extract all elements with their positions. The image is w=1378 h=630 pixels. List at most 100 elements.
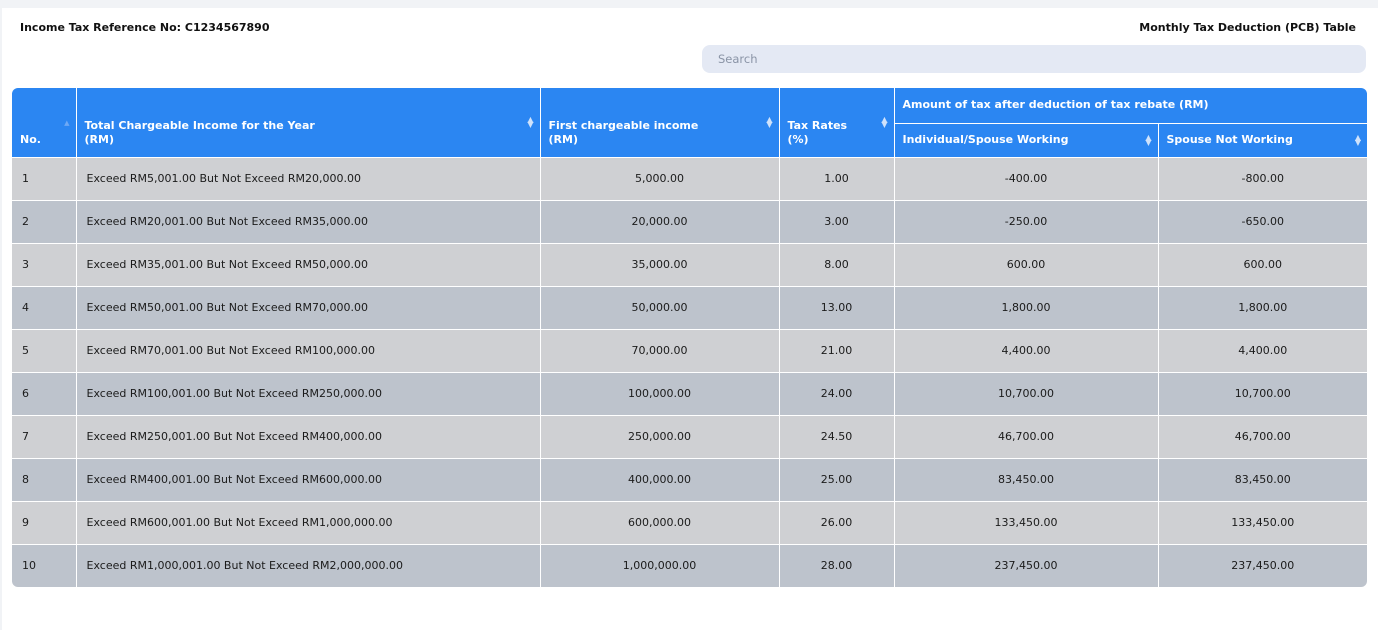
column-header-total-income[interactable]: Total Chargeable Income for the Year (RM… [76, 88, 541, 158]
cell-first: 5,000.00 [540, 157, 780, 201]
sort-arrows-icon: ▲ ▼ [881, 115, 888, 130]
sort-arrows-icon: ▲ ▼ [1354, 133, 1361, 147]
table-row: 8 Exceed RM400,001.00 But Not Exceed RM60… [12, 458, 1367, 502]
cell-rate: 25.00 [779, 458, 895, 502]
page-header: Income Tax Reference No: C1234567890 Mon… [20, 21, 1356, 34]
cell-income: Exceed RM5,001.00 But Not Exceed RM20,00… [76, 157, 541, 201]
cell-first: 20,000.00 [540, 200, 780, 244]
search-input[interactable] [702, 45, 1366, 73]
cell-no: 7 [12, 415, 77, 459]
cell-rate: 24.50 [779, 415, 895, 459]
column-header-total-income-line2: (RM) [84, 132, 114, 146]
table-row: 6 Exceed RM100,001.00 But Not Exceed RM25… [12, 372, 1367, 416]
column-header-first-income-line2: (RM) [548, 132, 578, 146]
cell-income: Exceed RM50,001.00 But Not Exceed RM70,0… [76, 286, 541, 330]
cell-individual: -400.00 [894, 157, 1159, 201]
cell-spouse: -650.00 [1158, 200, 1367, 244]
tax-reference-number: Income Tax Reference No: C1234567890 [20, 21, 270, 34]
column-header-tax-rates[interactable]: Tax Rates (%) ▲ ▼ [779, 88, 895, 158]
column-header-tax-rates-line1: Tax Rates [787, 118, 848, 132]
cell-rate: 26.00 [779, 501, 895, 545]
cell-individual: 46,700.00 [894, 415, 1159, 459]
cell-rate: 13.00 [779, 286, 895, 330]
cell-individual: 600.00 [894, 243, 1159, 287]
cell-rate: 1.00 [779, 157, 895, 201]
cell-no: 5 [12, 329, 77, 373]
column-group-label: Amount of tax after deduction of tax reb… [902, 98, 1209, 112]
cell-individual: 133,450.00 [894, 501, 1159, 545]
cell-rate: 24.00 [779, 372, 895, 416]
column-header-spouse[interactable]: Spouse Not Working ▲ ▼ [1158, 123, 1367, 158]
sort-arrows-icon: ▲ ▼ [1145, 133, 1152, 147]
column-header-individual-label: Individual/Spouse Working [902, 133, 1069, 146]
cell-first: 100,000.00 [540, 372, 780, 416]
cell-spouse: 600.00 [1158, 243, 1367, 287]
column-header-tax-rates-line2: (%) [787, 132, 809, 146]
cell-first: 600,000.00 [540, 501, 780, 545]
cell-rate: 21.00 [779, 329, 895, 373]
cell-no: 6 [12, 372, 77, 416]
sort-ascending-icon: ▲ [64, 119, 70, 127]
cell-individual: 237,450.00 [894, 544, 1159, 587]
pcb-tax-table: No. ▲ Total Chargeable Income for the Ye… [12, 88, 1367, 587]
table-body: 1 Exceed RM5,001.00 But Not Exceed RM20,0… [12, 157, 1367, 587]
cell-spouse: 237,450.00 [1158, 544, 1367, 587]
column-header-total-income-line1: Total Chargeable Income for the Year [84, 118, 315, 132]
table-row: 2 Exceed RM20,001.00 But Not Exceed RM35,… [12, 200, 1367, 244]
cell-income: Exceed RM35,001.00 But Not Exceed RM50,0… [76, 243, 541, 287]
cell-individual: 10,700.00 [894, 372, 1159, 416]
cell-no: 1 [12, 157, 77, 201]
table-row: 10 Exceed RM1,000,001.00 But Not Exceed R… [12, 544, 1367, 587]
cell-spouse: 1,800.00 [1158, 286, 1367, 330]
cell-first: 400,000.00 [540, 458, 780, 502]
table-row: 4 Exceed RM50,001.00 But Not Exceed RM70,… [12, 286, 1367, 330]
column-group-tax-after-rebate: Amount of tax after deduction of tax reb… [894, 88, 1367, 124]
cell-individual: 4,400.00 [894, 329, 1159, 373]
cell-first: 1,000,000.00 [540, 544, 780, 587]
cell-individual: -250.00 [894, 200, 1159, 244]
cell-rate: 3.00 [779, 200, 895, 244]
cell-no: 3 [12, 243, 77, 287]
cell-income: Exceed RM20,001.00 But Not Exceed RM35,0… [76, 200, 541, 244]
cell-first: 250,000.00 [540, 415, 780, 459]
table-title: Monthly Tax Deduction (PCB) Table [1139, 21, 1356, 34]
cell-spouse: 83,450.00 [1158, 458, 1367, 502]
cell-first: 35,000.00 [540, 243, 780, 287]
table-header: No. ▲ Total Chargeable Income for the Ye… [12, 88, 1367, 158]
cell-income: Exceed RM400,001.00 But Not Exceed RM600… [76, 458, 541, 502]
sort-arrows-icon: ▲ ▼ [766, 115, 773, 130]
column-header-first-income[interactable]: First chargeable income (RM) ▲ ▼ [540, 88, 780, 158]
cell-income: Exceed RM600,001.00 But Not Exceed RM1,0… [76, 501, 541, 545]
cell-first: 50,000.00 [540, 286, 780, 330]
cell-income: Exceed RM250,001.00 But Not Exceed RM400… [76, 415, 541, 459]
table-row: 9 Exceed RM600,001.00 But Not Exceed RM1,… [12, 501, 1367, 545]
cell-no: 2 [12, 200, 77, 244]
column-header-no-label: No. [20, 132, 41, 146]
cell-spouse: -800.00 [1158, 157, 1367, 201]
cell-spouse: 10,700.00 [1158, 372, 1367, 416]
cell-individual: 1,800.00 [894, 286, 1159, 330]
column-header-individual[interactable]: Individual/Spouse Working ▲ ▼ [894, 123, 1159, 158]
cell-no: 4 [12, 286, 77, 330]
cell-income: Exceed RM100,001.00 But Not Exceed RM250… [76, 372, 541, 416]
column-header-first-income-line1: First chargeable income [548, 118, 699, 132]
table-row: 1 Exceed RM5,001.00 But Not Exceed RM20,0… [12, 157, 1367, 201]
sort-arrows-icon: ▲ ▼ [527, 115, 534, 130]
table-row: 7 Exceed RM250,001.00 But Not Exceed RM40… [12, 415, 1367, 459]
table-row: 5 Exceed RM70,001.00 But Not Exceed RM100… [12, 329, 1367, 373]
cell-individual: 83,450.00 [894, 458, 1159, 502]
cell-no: 9 [12, 501, 77, 545]
cell-no: 10 [12, 544, 77, 587]
cell-spouse: 133,450.00 [1158, 501, 1367, 545]
cell-spouse: 4,400.00 [1158, 329, 1367, 373]
column-header-no[interactable]: No. ▲ [12, 88, 77, 158]
cell-first: 70,000.00 [540, 329, 780, 373]
cell-no: 8 [12, 458, 77, 502]
cell-rate: 8.00 [779, 243, 895, 287]
table-row: 3 Exceed RM35,001.00 But Not Exceed RM50,… [12, 243, 1367, 287]
cell-income: Exceed RM1,000,001.00 But Not Exceed RM2… [76, 544, 541, 587]
cell-rate: 28.00 [779, 544, 895, 587]
column-header-spouse-label: Spouse Not Working [1166, 133, 1293, 146]
cell-spouse: 46,700.00 [1158, 415, 1367, 459]
tax-table-container: No. ▲ Total Chargeable Income for the Ye… [12, 88, 1367, 587]
